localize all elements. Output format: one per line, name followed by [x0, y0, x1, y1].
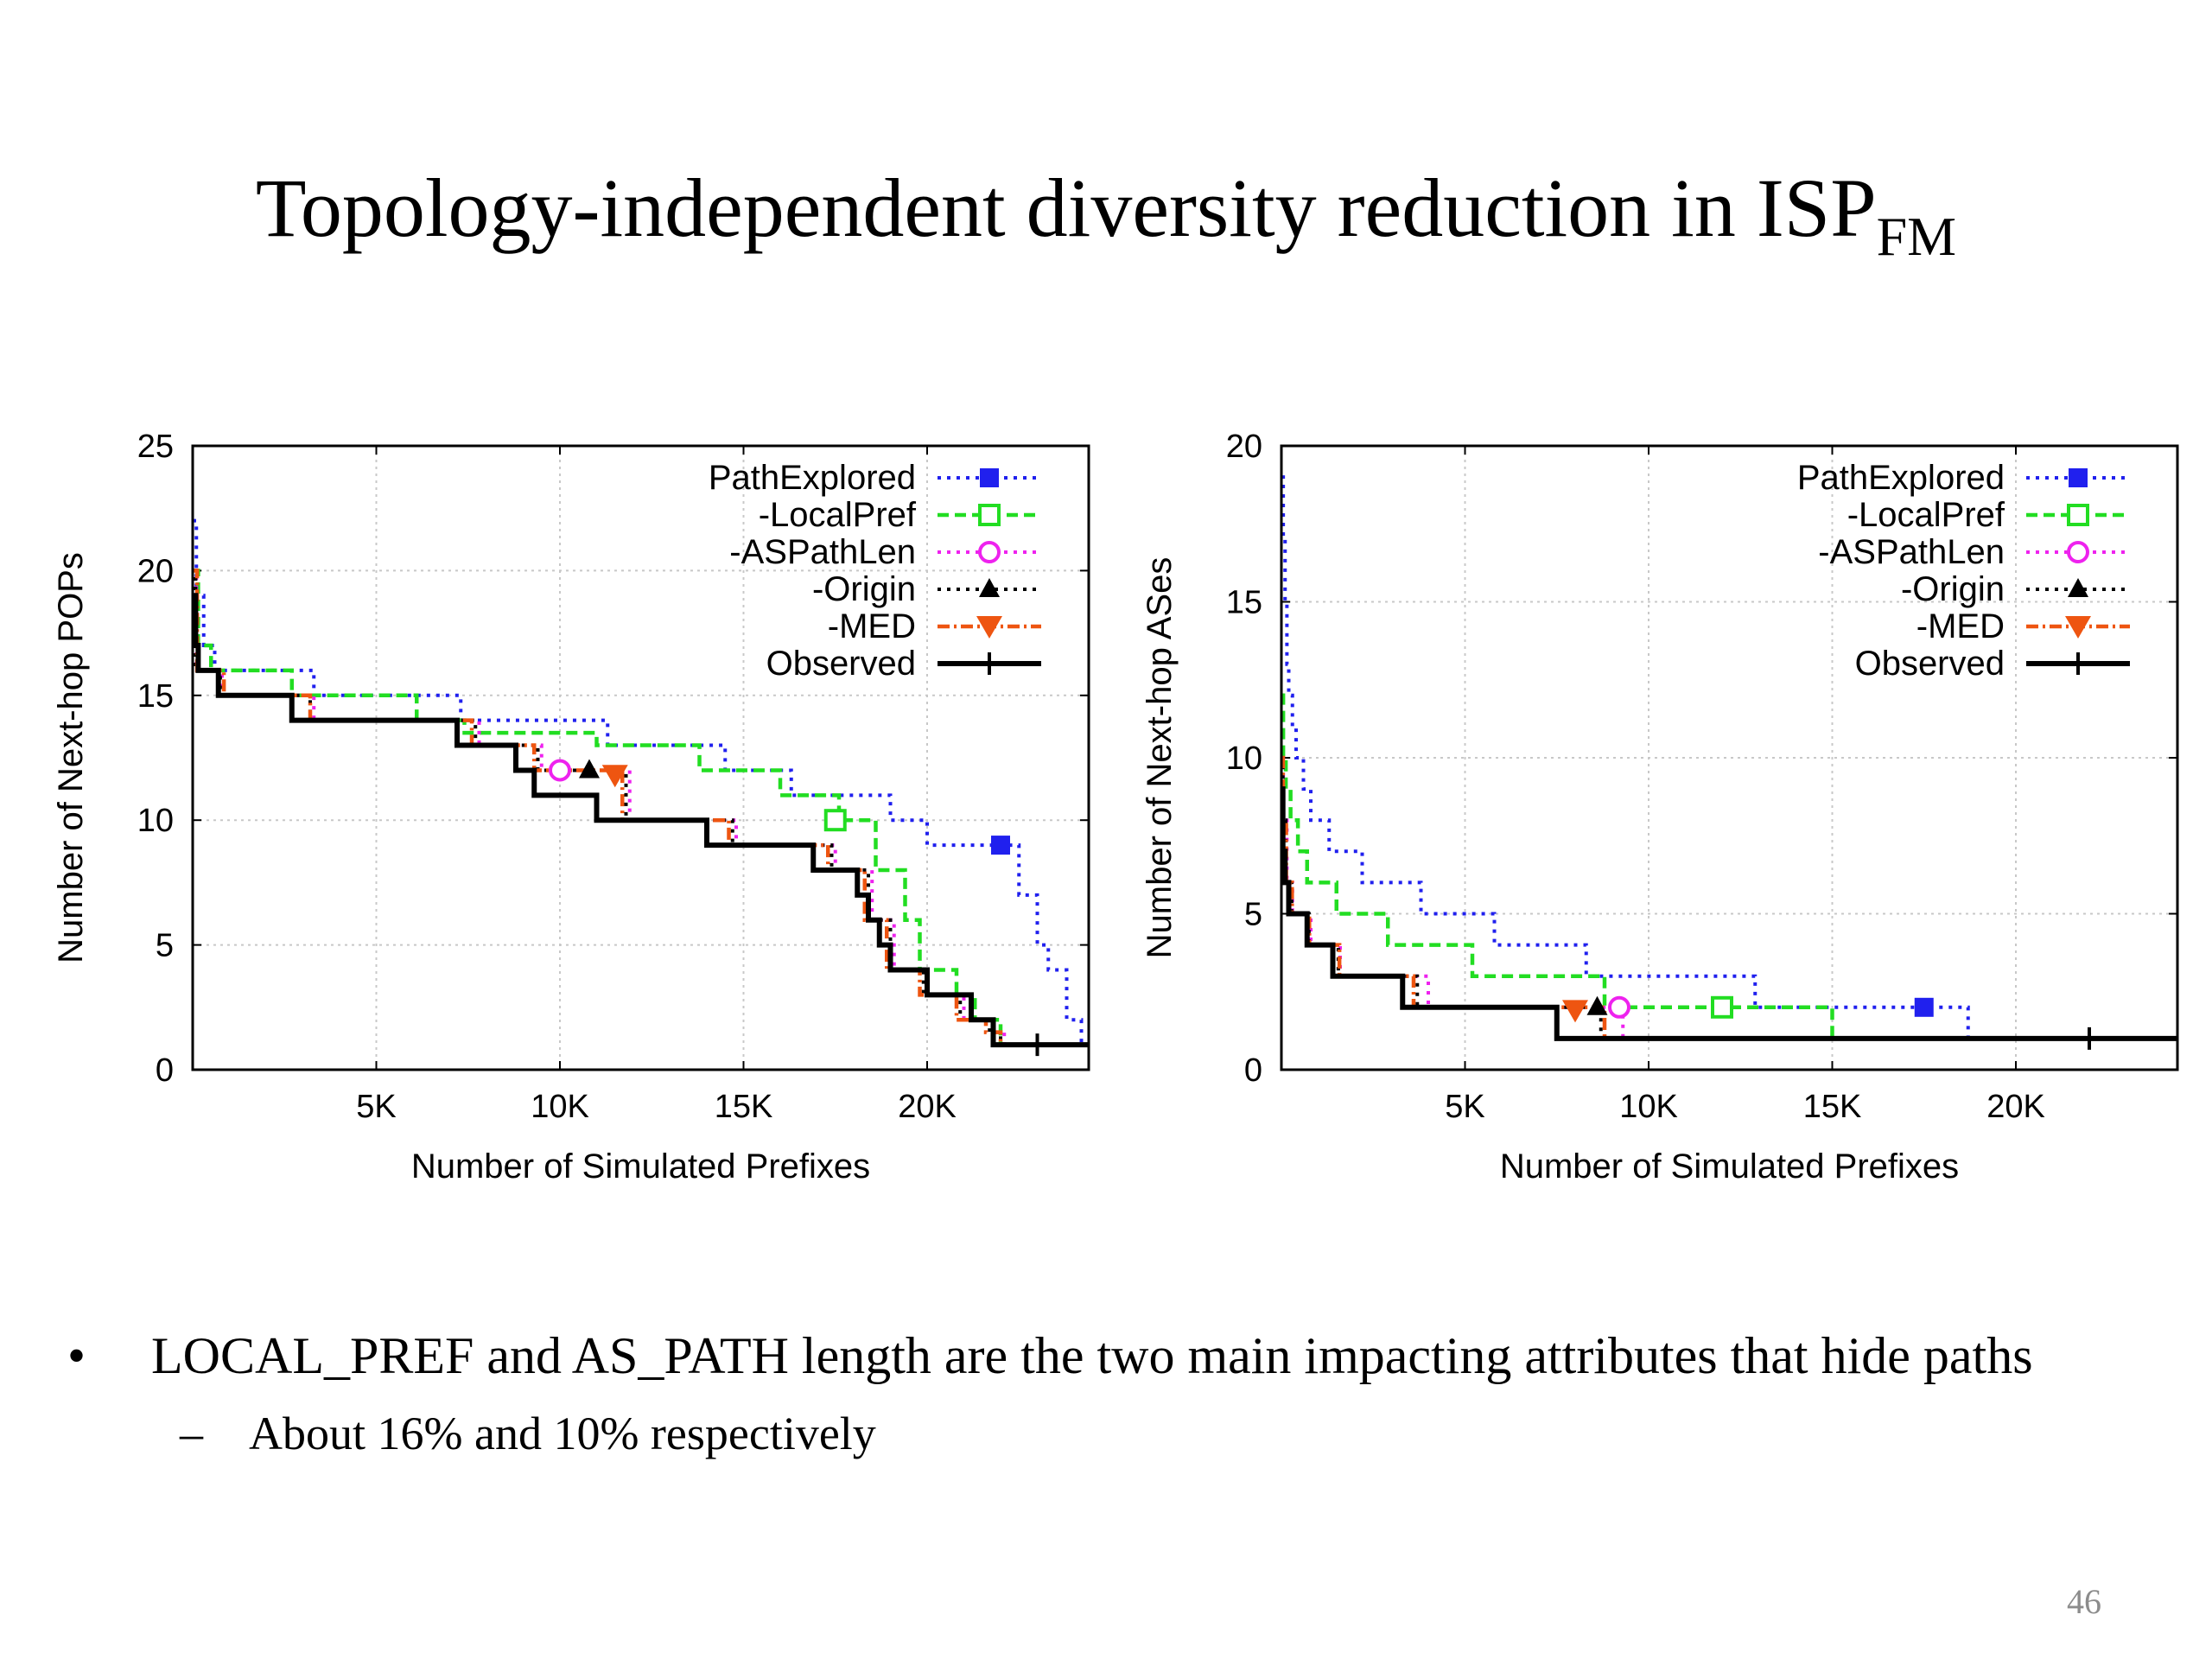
- legend-label-aspathlen: -ASPathLen: [1818, 533, 2005, 571]
- page-number: 46: [2067, 1582, 2101, 1621]
- y-tick-label: 5: [156, 928, 174, 964]
- series-marker-pathexplored: [991, 836, 1010, 855]
- x-tick-label: 5K: [1445, 1089, 1484, 1125]
- series-marker-pathexplored: [1914, 997, 1934, 1017]
- x-tick-label: 10K: [1619, 1089, 1678, 1125]
- series-line-localpref: [1281, 693, 2177, 1041]
- bullet-list: • LOCAL_PREF and AS_PATH length are the …: [60, 1322, 2152, 1464]
- legend-label-observed: Observed: [766, 645, 916, 683]
- plot-frame: [1280, 444, 2179, 1071]
- legend-marker-observed: [2067, 652, 2089, 675]
- bullet-text: LOCAL_PREF and AS_PATH length are the tw…: [151, 1327, 2033, 1384]
- y-tick-label: 15: [1226, 585, 1262, 621]
- legend-label-origin: -Origin: [812, 570, 916, 608]
- bullet-item: • LOCAL_PREF and AS_PATH length are the …: [60, 1322, 2152, 1389]
- sub-bullet-item: – About 16% and 10% respectively: [60, 1403, 2152, 1464]
- series-marker-med: [601, 765, 628, 788]
- sub-bullet-text: About 16% and 10% respectively: [249, 1408, 876, 1459]
- series-line-pathexplored: [1281, 475, 2177, 1040]
- x-tick-label: 20K: [1986, 1089, 2045, 1125]
- y-tick-label: 10: [137, 803, 174, 839]
- series-line-origin: [193, 569, 1089, 1047]
- series-marker-observed: [1026, 1033, 1049, 1057]
- chart-next-hop-pops-svg: 5K 10K 15K 20K 0 5 10 15 20 25 Number of Simulated…: [52, 429, 1090, 1185]
- chart-next-hop-ases-svg: 5K 10K 15K 20K 0 5 10 15 20 Number of Simulated P…: [1141, 429, 2179, 1185]
- x-tick-label: 10K: [531, 1089, 589, 1125]
- legend-marker-localpref: [978, 504, 1001, 526]
- series-marker-origin: [1586, 995, 1608, 1015]
- series-line-med: [193, 569, 1089, 1047]
- y-tick-label: 20: [137, 553, 174, 589]
- legend-marker-localpref: [2067, 504, 2089, 526]
- y-axis-label: Number of Next-hop POPs: [52, 552, 90, 963]
- legend-label-pathexplored: PathExplored: [1797, 459, 2005, 497]
- legend-label-localpref: -LocalPref: [1847, 496, 2005, 534]
- slide-title-text: Topology-independent diversity reduction…: [255, 162, 1877, 254]
- legend-marker-origin: [979, 578, 1000, 597]
- y-tick-label: 25: [137, 429, 174, 465]
- legend-marker-med: [2065, 616, 2091, 639]
- x-tick-label: 15K: [1803, 1089, 1862, 1125]
- y-axis-label: Number of Next-hop ASes: [1141, 557, 1179, 959]
- series-line-localpref: [193, 569, 1089, 1047]
- legend-marker-pathexplored: [980, 468, 999, 487]
- chart-next-hop-pops: 5K 10K 15K 20K 0 5 10 15 20 25 Number of Simulated…: [17, 406, 1115, 1218]
- legend-marker-observed: [978, 652, 1001, 675]
- legend-label-med: -MED: [828, 607, 916, 645]
- legend-marker-aspathlen: [978, 541, 1001, 563]
- x-axis-label: Number of Simulated Prefixes: [411, 1147, 870, 1185]
- series-marker-aspathlen: [549, 759, 571, 782]
- series-line-observed: [1280, 786, 2177, 1041]
- legend-label-origin: -Origin: [1901, 570, 2005, 608]
- legend-marker-aspathlen: [2067, 541, 2089, 563]
- series-line-observed: [193, 593, 1089, 1048]
- y-tick-label: 5: [1244, 897, 1262, 933]
- sub-bullet-marker: –: [180, 1408, 203, 1459]
- x-tick-label: 20K: [898, 1089, 957, 1125]
- x-tick-label: 15K: [715, 1089, 773, 1125]
- series-marker-observed: [2078, 1027, 2101, 1050]
- y-tick-label: 15: [137, 678, 174, 715]
- series-line-pathexplored: [193, 518, 1089, 1047]
- series-line-aspathlen: [1281, 756, 2177, 1040]
- y-tick-label: 0: [1244, 1052, 1262, 1089]
- series-marker-localpref: [823, 809, 847, 832]
- x-axis-label: Number of Simulated Prefixes: [1500, 1147, 1959, 1185]
- legend-label-localpref: -LocalPref: [759, 496, 917, 534]
- y-tick-label: 0: [156, 1052, 174, 1089]
- legend-label-observed: Observed: [1855, 645, 2005, 683]
- series-marker-localpref: [1711, 995, 1733, 1019]
- legend-marker-pathexplored: [2069, 468, 2088, 487]
- series-marker-aspathlen: [1608, 995, 1630, 1019]
- legend-label-med: -MED: [1916, 607, 2005, 645]
- legend-marker-med: [976, 616, 1002, 639]
- chart-next-hop-ases: 5K 10K 15K 20K 0 5 10 15 20 Number of Simulated P…: [1106, 406, 2203, 1218]
- bullet-marker: •: [67, 1327, 86, 1384]
- legend-label-aspathlen: -ASPathLen: [729, 533, 916, 571]
- x-tick-label: 5K: [356, 1089, 396, 1125]
- series-marker-origin: [579, 759, 600, 779]
- legend-marker-origin: [2068, 578, 2088, 597]
- legend-label-pathexplored: PathExplored: [709, 459, 916, 497]
- series-line-aspathlen: [193, 569, 1089, 1047]
- slide-title: Topology-independent diversity reduction…: [0, 160, 2212, 269]
- series-marker-med: [1562, 1000, 1588, 1023]
- y-tick-label: 20: [1226, 429, 1262, 465]
- plot-frame: [191, 444, 1090, 1071]
- slide-title-subscript: FM: [1876, 206, 1957, 267]
- y-tick-label: 10: [1226, 741, 1262, 777]
